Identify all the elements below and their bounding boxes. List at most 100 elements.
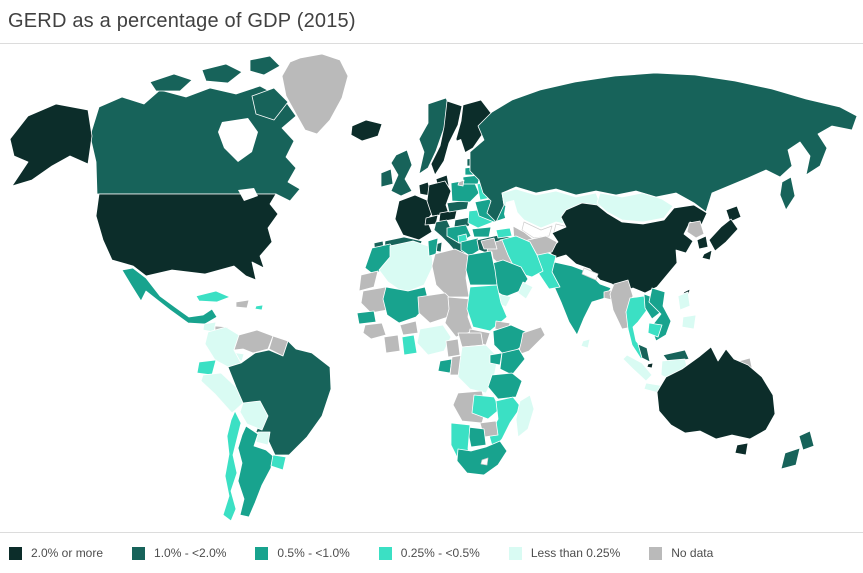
- legend-label: 0.25% - <0.5%: [400, 546, 480, 560]
- country-south-korea[interactable]: [696, 235, 709, 250]
- country-libya[interactable]: [431, 248, 470, 298]
- country-central-african-republic[interactable]: [457, 332, 484, 348]
- country-chile[interactable]: [222, 410, 242, 522]
- country-sri-lanka[interactable]: [580, 338, 591, 349]
- country-hungary[interactable]: [453, 216, 472, 229]
- country-peru[interactable]: [200, 372, 244, 414]
- header: GERD as a percentage of GDP (2015): [0, 0, 863, 44]
- legend-item-no-data: No data: [649, 546, 713, 560]
- country-algeria[interactable]: [378, 240, 434, 294]
- legend-item-2pct-or-more: 2.0% or more: [9, 546, 103, 560]
- country-tasmania[interactable]: [734, 442, 749, 456]
- country-finland[interactable]: [455, 99, 492, 156]
- legend-swatch-05-1pct: [255, 546, 269, 560]
- country-malaysia-peninsula[interactable]: [637, 343, 651, 363]
- country-usa[interactable]: [95, 193, 279, 281]
- country-nepal[interactable]: [581, 267, 599, 281]
- country-ecuador[interactable]: [196, 359, 217, 376]
- country-senegal[interactable]: [356, 310, 377, 325]
- country-japan-kyushu[interactable]: [701, 249, 713, 261]
- country-bulgaria[interactable]: [471, 226, 492, 238]
- country-guinea[interactable]: [362, 322, 387, 340]
- country-madagascar[interactable]: [515, 394, 535, 438]
- country-ghana[interactable]: [401, 334, 418, 356]
- country-japan-honshu[interactable]: [708, 218, 739, 252]
- country-argentina[interactable]: [237, 425, 274, 518]
- country-baffin-island[interactable]: [251, 87, 289, 121]
- country-arctic-island-1[interactable]: [149, 73, 193, 92]
- country-ivory-coast[interactable]: [383, 334, 401, 354]
- country-somalia[interactable]: [517, 326, 546, 356]
- country-uruguay[interactable]: [270, 454, 287, 471]
- country-cuba[interactable]: [195, 290, 231, 303]
- country-botswana[interactable]: [466, 426, 487, 448]
- country-indonesia-sumatra[interactable]: [622, 354, 653, 382]
- country-greenland[interactable]: [281, 53, 349, 135]
- caspian-sea: [504, 200, 518, 230]
- country-lesotho[interactable]: [480, 457, 489, 466]
- world-map: [0, 44, 863, 532]
- country-philippines-mindanao[interactable]: [681, 314, 697, 330]
- legend-label: No data: [671, 546, 714, 560]
- legend-swatch-1-2pct: [132, 546, 146, 560]
- legend-swatch-2pct-or-more: [9, 546, 22, 560]
- country-oman[interactable]: [517, 281, 534, 300]
- country-drc[interactable]: [457, 344, 499, 394]
- baltic-sea: [453, 139, 466, 168]
- legend-swatch-no-data: [649, 546, 663, 560]
- legend-item-less-025pct: Less than 0.25%: [508, 546, 621, 560]
- country-mali[interactable]: [382, 286, 430, 324]
- country-australia[interactable]: [656, 346, 776, 440]
- country-venezuela[interactable]: [233, 329, 274, 354]
- country-cameroon[interactable]: [445, 338, 461, 358]
- country-zambia[interactable]: [471, 394, 501, 420]
- country-hispaniola[interactable]: [235, 299, 250, 309]
- legend-label: 2.0% or more: [31, 546, 104, 560]
- legend-item-1-2pct: 1.0% - <2.0%: [132, 546, 226, 560]
- country-japan-hokkaido[interactable]: [725, 205, 742, 223]
- country-syria[interactable]: [480, 237, 498, 250]
- country-uganda[interactable]: [489, 352, 503, 366]
- country-nigeria[interactable]: [416, 324, 452, 356]
- great-lakes: [238, 188, 258, 201]
- country-uk[interactable]: [390, 149, 413, 197]
- legend-label: Less than 0.25%: [530, 546, 621, 560]
- country-burkina-faso[interactable]: [399, 320, 419, 336]
- choropleth-svg: [9, 53, 858, 522]
- country-bolivia[interactable]: [239, 400, 269, 431]
- country-cambodia[interactable]: [647, 322, 663, 338]
- country-tanzania[interactable]: [487, 372, 523, 400]
- legend-label: 1.0% - <2.0%: [154, 546, 227, 560]
- country-puerto-rico[interactable]: [254, 304, 264, 311]
- country-nz-north-island[interactable]: [798, 430, 815, 451]
- country-nz-south-island[interactable]: [780, 447, 801, 470]
- hudson-bay: [218, 118, 258, 162]
- country-mongolia[interactable]: [596, 192, 674, 223]
- country-egypt[interactable]: [465, 250, 498, 286]
- country-north-korea[interactable]: [686, 220, 705, 239]
- country-arctic-island-3[interactable]: [249, 55, 281, 76]
- country-uzbekistan[interactable]: [521, 221, 553, 239]
- country-philippines-luzon[interactable]: [677, 291, 691, 311]
- country-france[interactable]: [394, 194, 437, 241]
- legend: 2.0% or more 1.0% - <2.0% 0.5% - <1.0% 0…: [0, 532, 863, 573]
- country-sweden[interactable]: [430, 100, 463, 176]
- country-singapore[interactable]: [646, 362, 654, 369]
- country-kaliningrad[interactable]: [457, 179, 465, 187]
- page-title: GERD as a percentage of GDP (2015): [8, 10, 356, 32]
- country-georgia[interactable]: [495, 227, 513, 239]
- country-ireland[interactable]: [380, 168, 394, 188]
- country-iceland[interactable]: [350, 119, 383, 142]
- legend-item-025-05pct: 0.25% - <0.5%: [378, 546, 480, 560]
- country-kenya[interactable]: [499, 348, 526, 376]
- country-gabon[interactable]: [437, 358, 453, 374]
- country-sakhalin[interactable]: [779, 176, 796, 211]
- legend-item-05-1pct: 0.5% - <1.0%: [255, 546, 350, 560]
- country-south-africa[interactable]: [456, 440, 508, 476]
- country-arctic-island-2[interactable]: [201, 63, 243, 84]
- country-western-sahara[interactable]: [358, 270, 379, 292]
- country-germany[interactable]: [426, 180, 452, 217]
- country-alaska[interactable]: [9, 103, 93, 187]
- legend-swatch-025-05pct: [378, 546, 392, 560]
